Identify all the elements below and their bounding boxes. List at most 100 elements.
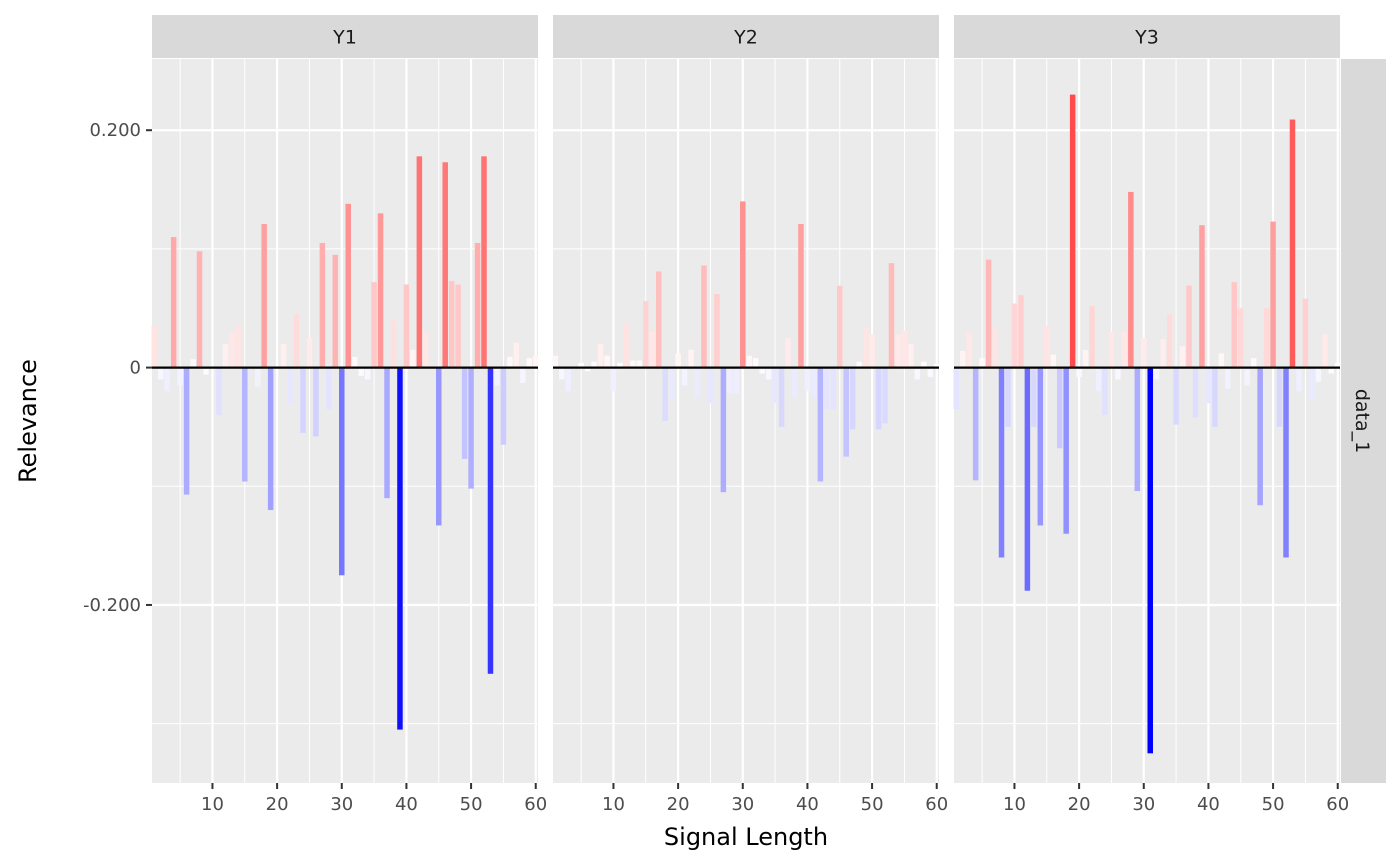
bar <box>384 367 390 499</box>
panel-y2: Y2 10 20 30 40 50 60 <box>552 15 948 815</box>
bar <box>643 301 649 368</box>
bar <box>1328 367 1335 374</box>
bar <box>1270 221 1276 368</box>
x-tick-label: 20 <box>266 794 289 815</box>
panel-strip-label: Y3 <box>1134 27 1159 49</box>
bar <box>837 285 843 368</box>
bar <box>552 355 559 368</box>
x-tick-label: 60 <box>1326 794 1349 815</box>
bar <box>953 367 960 410</box>
bar <box>1024 367 1031 591</box>
bar <box>261 223 267 368</box>
bar <box>630 360 636 368</box>
bar <box>882 367 888 424</box>
bar <box>1334 362 1341 368</box>
row-strip-background <box>1341 59 1386 783</box>
bar <box>474 242 481 368</box>
bar <box>157 367 164 380</box>
panel-background <box>954 59 1340 783</box>
bar <box>267 367 274 511</box>
bar <box>914 367 921 380</box>
y-tick-label: -0.200 <box>83 595 141 616</box>
bar <box>849 367 856 430</box>
bar <box>222 343 229 368</box>
bar <box>856 361 862 368</box>
y-axis-title: Relevance <box>14 359 42 483</box>
bar <box>908 343 914 368</box>
bar <box>164 367 170 392</box>
panel-strip-label: Y1 <box>332 27 357 49</box>
x-tick-label: 40 <box>395 794 418 815</box>
bar <box>183 367 190 495</box>
bar <box>332 254 339 368</box>
y-tick-label: 0.200 <box>89 120 141 141</box>
bar <box>746 355 752 368</box>
bar <box>798 223 804 368</box>
bar <box>177 367 183 386</box>
bar <box>869 334 875 368</box>
bar <box>500 367 507 445</box>
bar <box>694 367 701 398</box>
bar <box>610 367 617 392</box>
bar <box>1231 282 1238 368</box>
bar <box>565 367 571 392</box>
y-axis: -0.200 0 0.200 <box>83 120 152 616</box>
bar <box>358 367 364 376</box>
panel-y3: Y3 10 20 30 40 50 60 <box>953 15 1349 815</box>
bar <box>765 367 772 380</box>
bar <box>287 367 293 404</box>
bar <box>597 343 604 368</box>
bar <box>1121 331 1128 368</box>
panel-strip-background <box>152 15 538 58</box>
bar <box>1063 367 1069 534</box>
bar <box>733 367 740 394</box>
bar <box>403 284 410 368</box>
bar <box>759 367 765 374</box>
bar <box>1082 349 1089 368</box>
bar <box>604 355 610 368</box>
y-tick-label: 0 <box>130 358 141 379</box>
bar <box>242 367 248 482</box>
bar <box>895 334 901 368</box>
bar <box>591 361 597 368</box>
bar <box>1108 331 1115 368</box>
bar <box>1102 367 1108 416</box>
bar <box>811 367 817 398</box>
bar <box>461 367 468 459</box>
x-tick-label: 60 <box>925 794 948 815</box>
bar <box>772 367 778 404</box>
bar <box>1244 367 1250 386</box>
bar <box>526 358 533 368</box>
bar <box>1115 367 1121 380</box>
bar <box>1283 367 1289 558</box>
panels-layer: Y1 10 20 30 40 50 60 Y2 10 20 30 40 50 60 Y3 10 20 30 40 50… <box>151 15 1349 815</box>
bar <box>364 367 371 380</box>
bar <box>203 367 209 375</box>
bar <box>655 271 662 368</box>
bar <box>1205 367 1212 404</box>
x-tick-label: 10 <box>1003 794 1026 815</box>
bar <box>1160 339 1166 368</box>
bar <box>966 331 972 368</box>
bar <box>1192 367 1199 418</box>
x-axis-title: Signal Length <box>664 823 828 851</box>
bar <box>1037 367 1044 526</box>
bar <box>254 367 261 387</box>
bar <box>216 367 222 416</box>
bar <box>455 284 461 368</box>
x-tick-label: 10 <box>602 794 625 815</box>
panel-strip-background <box>553 15 939 58</box>
bar <box>507 356 513 368</box>
bar <box>229 331 235 368</box>
bar <box>1225 367 1231 389</box>
x-tick-label: 40 <box>796 794 819 815</box>
bar <box>1309 367 1315 401</box>
bar <box>1199 225 1205 368</box>
bar <box>442 162 448 368</box>
bar <box>998 367 1005 558</box>
bar <box>668 367 675 401</box>
bar <box>972 367 979 481</box>
panel-background <box>152 59 538 783</box>
bar <box>649 331 655 368</box>
bar <box>862 327 869 368</box>
